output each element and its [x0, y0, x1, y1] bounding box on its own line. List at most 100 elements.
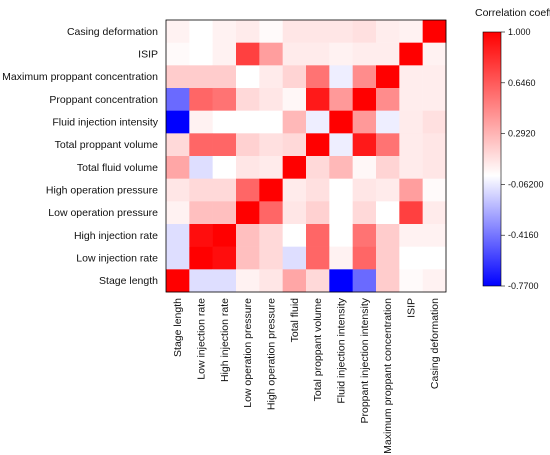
row-labels: Casing deformation ISIP Maximum proppant c…: [2, 26, 159, 287]
heatmap-cell: [212, 133, 237, 157]
heatmap-cell: [399, 20, 423, 43]
heatmap-cell: [212, 88, 237, 111]
heatmap-cell: [422, 156, 447, 179]
heatmap-cell: [376, 269, 400, 293]
heatmap-cell: [259, 42, 283, 66]
heatmap-cell: [189, 88, 213, 111]
heatmap-cell: [329, 88, 353, 111]
heatmap-cell: [259, 65, 283, 89]
column-label: Total fluid: [289, 298, 301, 343]
heatmap-cell: [306, 269, 330, 293]
column-label: ISIP: [406, 298, 418, 318]
heatmap-cell: [236, 42, 260, 66]
heatmap-cell: [352, 178, 377, 202]
plot-border: [165, 19, 447, 293]
heatmap-cell: [352, 20, 377, 43]
colorbar-tick-label: 0.2920: [508, 129, 536, 139]
heatmap-cell: [282, 110, 307, 134]
heatmap-cell: [189, 20, 213, 43]
heatmap-cell: [166, 133, 190, 157]
heatmap-cell: [212, 42, 237, 66]
colorbar-title: Correlation coefficient: [475, 7, 550, 19]
heatmap-cell: [376, 42, 400, 66]
heatmap-cell: [376, 201, 400, 225]
heatmap-cell: [282, 178, 307, 202]
row-label: ISIP: [138, 49, 158, 61]
heatmap-cell: [329, 156, 353, 179]
heatmap-cell: [282, 42, 307, 66]
heatmap-cell: [282, 224, 307, 247]
heatmap-cell: [376, 156, 400, 179]
heatmap-cell: [352, 65, 377, 89]
heatmap-cell: [329, 269, 353, 293]
heatmap-cell: [399, 42, 423, 66]
heatmap-cell: [189, 133, 213, 157]
heatmap-cell: [259, 133, 283, 157]
heatmap-cell: [166, 178, 190, 202]
heatmap-cell: [376, 246, 400, 270]
heatmap-cell: [236, 133, 260, 157]
heatmap-cell: [236, 246, 260, 270]
heatmap-cell: [352, 224, 377, 247]
heatmap-cell: [306, 20, 330, 43]
heatmap-cell: [399, 65, 423, 89]
heatmap-cell: [329, 178, 353, 202]
heatmap-cell: [329, 65, 353, 89]
heatmap-cell: [236, 269, 260, 293]
row-label: High injection rate: [74, 230, 158, 242]
heatmap-cell: [329, 133, 353, 157]
heatmap-cell: [352, 246, 377, 270]
heatmap-cell: [236, 178, 260, 202]
heatmap-cell: [189, 224, 213, 247]
heatmap-cell: [329, 224, 353, 247]
heatmap-cell: [166, 246, 190, 270]
heatmap-cell: [306, 246, 330, 270]
heatmap-cell: [212, 65, 237, 89]
heatmap-cell: [212, 224, 237, 247]
heatmap-cell: [212, 246, 237, 270]
heatmap-cell: [422, 178, 447, 202]
heatmap-cell: [329, 201, 353, 225]
row-label: Total fluid volume: [77, 162, 158, 174]
heatmap-cell: [282, 88, 307, 111]
column-label: Low operation pressure: [242, 298, 254, 408]
row-label: High operation pressure: [46, 185, 158, 197]
column-label: Total proppant volume: [312, 298, 324, 401]
heatmap-cell: [422, 88, 447, 111]
heatmap-cell: [422, 224, 447, 247]
column-label: Maximum proppant concentration: [382, 298, 394, 454]
colorbar-ticks: 1.000 0.6460 0.2920 -0.06200 -0.4160 -0.7700: [501, 27, 544, 291]
heatmap-cell: [399, 178, 423, 202]
heatmap-cell: [166, 65, 190, 89]
heatmap-cell: [236, 156, 260, 179]
heatmap-cell: [282, 133, 307, 157]
heatmap-cell: [259, 156, 283, 179]
heatmap-cell: [166, 20, 190, 43]
heatmap-cell: [329, 110, 353, 134]
heatmap-cell: [166, 88, 190, 111]
heatmap-cell: [306, 88, 330, 111]
colorbar-tick-label: -0.4160: [508, 230, 539, 240]
heatmap-cell: [189, 65, 213, 89]
colorbar-tick-label: 0.6460: [508, 78, 536, 88]
heatmap-cell: [236, 201, 260, 225]
heatmap-cell: [376, 88, 400, 111]
column-label: Proppant injection intensity: [359, 297, 371, 423]
heatmap-cell: [306, 178, 330, 202]
heatmap-cell: [166, 201, 190, 225]
row-label: Low injection rate: [76, 253, 158, 265]
column-label: High injection rate: [219, 298, 231, 382]
heatmap-cell: [352, 156, 377, 179]
heatmap-cell: [282, 156, 307, 179]
heatmap-cell: [422, 269, 447, 293]
column-label: Stage length: [172, 298, 184, 357]
column-label: Casing deformation: [429, 298, 441, 389]
heatmap-cell: [352, 201, 377, 225]
heatmap-cell: [376, 133, 400, 157]
heatmap-cell: [376, 178, 400, 202]
heatmap-cell: [329, 42, 353, 66]
heatmap-cell: [189, 110, 213, 134]
heatmap-cells: [166, 20, 447, 293]
heatmap-cell: [399, 224, 423, 247]
heatmap-cell: [399, 133, 423, 157]
